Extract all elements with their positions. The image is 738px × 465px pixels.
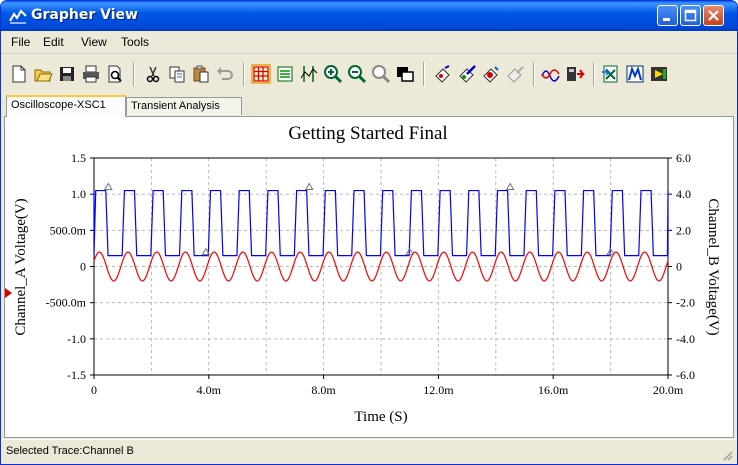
close-icon <box>708 10 719 21</box>
minimize-icon <box>663 18 670 21</box>
selected-trace-pointer-icon <box>5 288 12 298</box>
y2-tick-label: 4.0 <box>676 187 691 201</box>
y-tick-label: 500.0m <box>50 223 87 237</box>
plot-panel: Getting Started Final 0 4.0m 8.0m 12.0m 16.0… <box>4 116 734 438</box>
select-marks-icon[interactable] <box>433 64 453 84</box>
close-button[interactable] <box>703 5 724 26</box>
open-icon[interactable] <box>33 64 53 84</box>
x-tick-label: 16.0m <box>538 383 569 397</box>
print-icon[interactable] <box>81 64 101 84</box>
y2-tick-label: 6.0 <box>676 151 691 165</box>
overlay-traces-icon[interactable] <box>395 64 415 84</box>
trace-marker <box>505 182 515 191</box>
undo-icon[interactable] <box>215 64 235 84</box>
menu-tools[interactable]: Tools <box>121 35 150 49</box>
cut-icon[interactable] <box>143 64 163 84</box>
y2-tick-label: -6.0 <box>676 368 695 382</box>
toggle-cursors-icon[interactable] <box>299 64 319 84</box>
status-bar: Selected Trace:Channel B <box>1 439 737 464</box>
trace-markers <box>103 182 615 256</box>
resize-grip-icon[interactable] <box>721 449 733 461</box>
tab-label: Oscilloscope-XSC1 <box>11 99 106 111</box>
toggle-grid-icon[interactable] <box>251 64 271 84</box>
graph-canvas[interactable]: Getting Started Final 0 4.0m 8.0m 12.0m 16.0… <box>5 117 733 437</box>
y2-tick-label: -2.0 <box>676 296 695 310</box>
chart-title: Getting Started Final <box>288 123 447 144</box>
x-tick-label: 4.0m <box>197 383 222 397</box>
trace-marker <box>405 247 415 256</box>
y-tick-label: -500.0m <box>46 296 87 310</box>
reverse-colors-icon[interactable] <box>481 64 501 84</box>
trace-marker <box>201 247 211 256</box>
status-text: Selected Trace:Channel B <box>6 445 134 457</box>
paste-icon[interactable] <box>191 64 211 84</box>
post-process-icon[interactable] <box>565 64 585 84</box>
y2-tick-label: -4.0 <box>676 332 695 346</box>
toolbar <box>3 56 735 92</box>
menu-bar: File Edit View Tools <box>1 31 737 54</box>
menu-edit[interactable]: Edit <box>43 35 64 49</box>
y-tick-label: 1.5 <box>71 151 86 165</box>
add-trace-icon[interactable] <box>541 64 561 84</box>
zoom-in-icon[interactable] <box>323 64 343 84</box>
x-tick-label: 0 <box>91 383 97 397</box>
minimize-button[interactable] <box>657 5 678 26</box>
properties-icon[interactable] <box>457 64 477 84</box>
y-tick-label: 1.0 <box>71 187 86 201</box>
axis-ticks: 0 4.0m 8.0m 12.0m 16.0m 20.0m 1.5 1.0 500.0m 0 -50… <box>46 151 695 397</box>
title-bar[interactable]: Grapher View <box>1 1 737 31</box>
print-preview-icon[interactable] <box>105 64 125 84</box>
trace-channel-b[interactable] <box>93 189 669 257</box>
y-axis-label: Channel_A Voltage(V) <box>13 198 29 335</box>
toggle-legend-icon[interactable] <box>275 64 295 84</box>
save-icon[interactable] <box>57 64 77 84</box>
excel-export-icon[interactable] <box>601 64 621 84</box>
lvm-export-icon[interactable] <box>649 64 669 84</box>
x-tick-label: 8.0m <box>311 383 336 397</box>
menu-file[interactable]: File <box>11 35 31 49</box>
zoom-full-icon[interactable] <box>371 64 391 84</box>
trace-channel-a[interactable] <box>93 251 669 282</box>
menu-view[interactable]: View <box>81 35 107 49</box>
tab-oscilloscope-xsc1[interactable]: Oscilloscope-XSC1 <box>6 95 126 117</box>
export-icon[interactable] <box>505 64 525 84</box>
y2-tick-label: 0 <box>676 260 682 274</box>
y2-tick-label: 2.0 <box>676 223 691 237</box>
trace-marker <box>606 247 615 256</box>
mathcad-export-icon[interactable] <box>625 64 645 84</box>
window-title: Grapher View <box>31 7 138 23</box>
trace-marker <box>304 182 314 191</box>
trace-marker <box>103 182 113 191</box>
tab-label: Transient Analysis <box>131 100 220 112</box>
maximize-button[interactable] <box>680 5 701 26</box>
y-tick-label: -1.5 <box>67 368 86 382</box>
y-tick-label: -1.0 <box>67 332 86 346</box>
y-tick-label: 0 <box>80 260 86 274</box>
x-axis-label: Time (S) <box>354 409 407 425</box>
new-icon[interactable] <box>9 64 29 84</box>
grid-lines <box>94 158 668 375</box>
grapher-app-icon <box>9 9 27 24</box>
maximize-icon <box>684 9 697 22</box>
copy-icon[interactable] <box>167 64 187 84</box>
tab-transient-analysis[interactable]: Transient Analysis <box>126 97 242 115</box>
y2-axis-label: Channel_B Voltage(V) <box>705 198 721 335</box>
x-tick-label: 12.0m <box>423 383 454 397</box>
zoom-out-icon[interactable] <box>347 64 367 84</box>
x-tick-label: 20.0m <box>653 383 684 397</box>
